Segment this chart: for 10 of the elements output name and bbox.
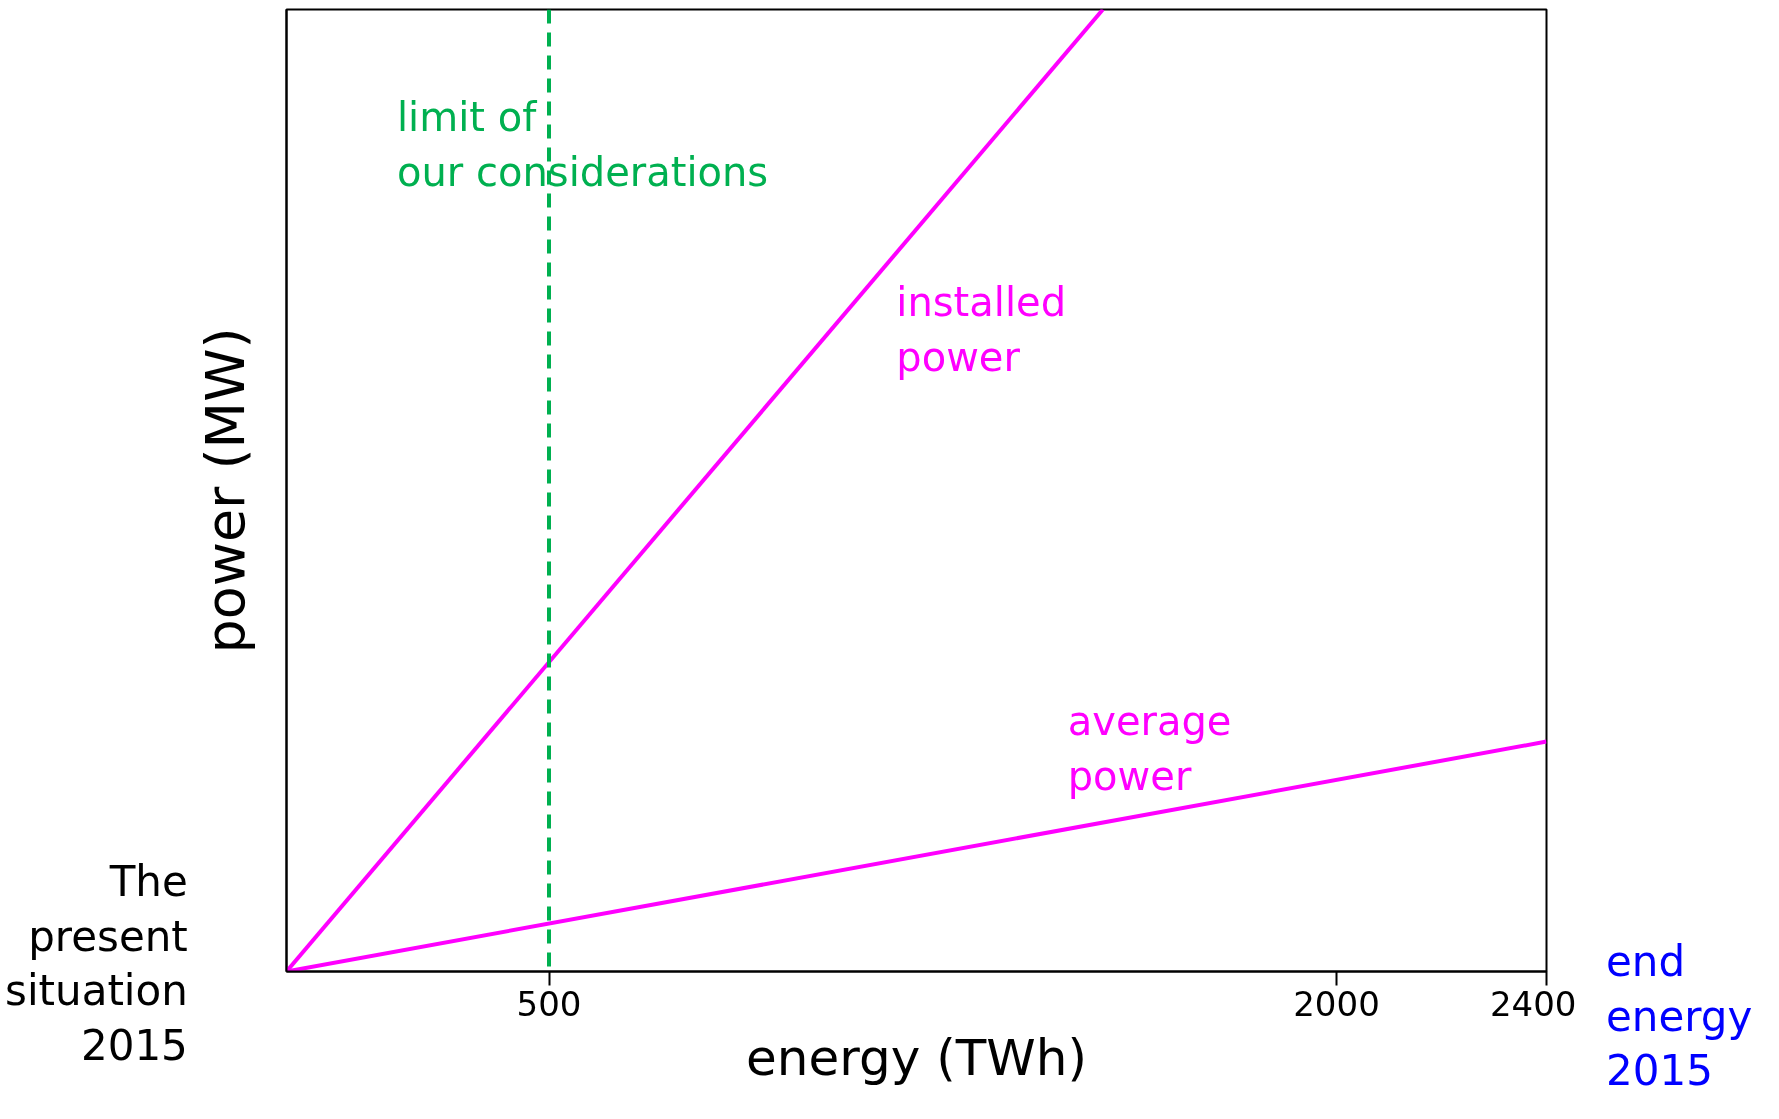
y-axis-title: power (MW) xyxy=(193,327,257,654)
series-label: installed power xyxy=(896,278,1067,381)
ref-line-label: limit of our considerations xyxy=(397,93,769,195)
text: end energy 2015 xyxy=(1606,936,1753,1098)
x-tick-label: 2400 xyxy=(1489,983,1577,1024)
text: The present situation 2015 xyxy=(5,856,188,1072)
series-label: average power xyxy=(1067,697,1232,799)
x-tick-label: 500 xyxy=(516,983,582,1024)
x-tick-label: 2000 xyxy=(1293,983,1380,1024)
x-axis-title: energy (TWh) xyxy=(746,1028,1087,1087)
